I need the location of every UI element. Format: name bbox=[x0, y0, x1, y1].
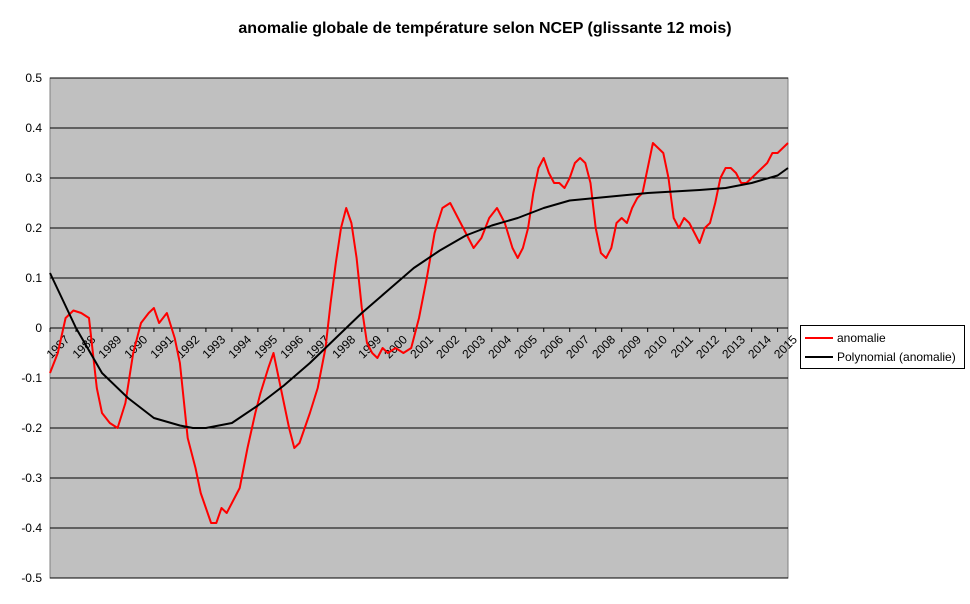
gridlines bbox=[50, 77, 788, 579]
y-tick-label: -0.5 bbox=[21, 571, 42, 585]
legend-label-anomalie: anomalie bbox=[837, 331, 886, 345]
legend-item-polynomial: Polynomial (anomalie) bbox=[805, 348, 956, 366]
y-tick-label: 0.3 bbox=[25, 171, 42, 185]
legend: anomalie Polynomial (anomalie) bbox=[800, 325, 965, 369]
legend-swatch-black bbox=[805, 356, 833, 358]
series-lines bbox=[49, 142, 789, 524]
y-tick-label: -0.2 bbox=[21, 421, 42, 435]
chart-title: anomalie globale de température selon NC… bbox=[238, 20, 732, 37]
y-tick-label: 0.2 bbox=[25, 221, 42, 235]
legend-label-polynomial: Polynomial (anomalie) bbox=[837, 350, 956, 364]
legend-swatch-red bbox=[805, 337, 833, 339]
y-tick-label: 0 bbox=[35, 321, 42, 335]
series-line-anomalie bbox=[49, 142, 789, 524]
y-tick-label: 0.5 bbox=[25, 71, 42, 85]
legend-item-anomalie: anomalie bbox=[805, 329, 886, 347]
y-tick-label: -0.3 bbox=[21, 471, 42, 485]
y-tick-label: 0.4 bbox=[25, 121, 42, 135]
y-tick-label: -0.1 bbox=[21, 371, 42, 385]
series-line-polynomial bbox=[49, 167, 789, 429]
y-tick-label: -0.4 bbox=[21, 521, 42, 535]
y-axis-ticks: 0.5 0.4 0.3 0.2 0.1 0 -0.1 -0.2 -0.3 -0.4 -0.5 bbox=[21, 71, 42, 585]
y-tick-label: 0.1 bbox=[25, 271, 42, 285]
